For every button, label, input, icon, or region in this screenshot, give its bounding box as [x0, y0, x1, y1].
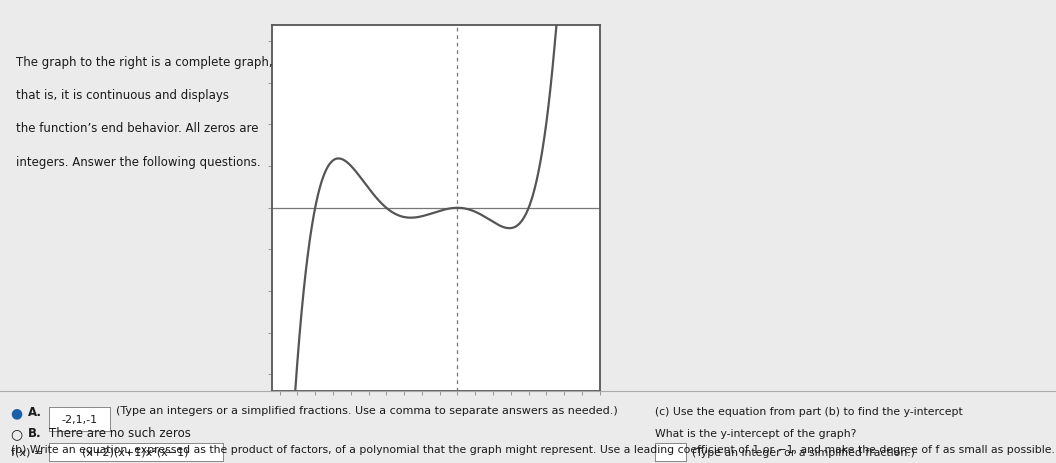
Text: (x+2)(x+1)x²(x−1): (x+2)(x+1)x²(x−1): [82, 447, 189, 457]
Text: f(x) =: f(x) =: [11, 447, 43, 457]
Text: (Type an integer or a simplified fraction.): (Type an integer or a simplified fractio…: [692, 447, 914, 457]
Text: There are no such zeros: There are no such zeros: [49, 426, 190, 439]
Text: that is, it is continuous and displays: that is, it is continuous and displays: [16, 89, 229, 102]
Text: (c) Use the equation from part (b) to find the y-intercept: (c) Use the equation from part (b) to fi…: [655, 407, 962, 417]
Text: the function’s end behavior. All zeros are: the function’s end behavior. All zeros a…: [16, 122, 259, 135]
Text: (b) Write an equation, expressed as the product of factors, of a polynomial that: (b) Write an equation, expressed as the …: [11, 444, 1055, 454]
Text: What is the y-intercept of the graph?: What is the y-intercept of the graph?: [655, 428, 856, 438]
Text: The graph to the right is a complete graph,: The graph to the right is a complete gra…: [16, 56, 272, 69]
Text: ○: ○: [11, 426, 22, 440]
Text: A.: A.: [27, 405, 41, 418]
Text: ●: ●: [11, 405, 22, 419]
Text: B.: B.: [27, 426, 41, 439]
Text: (Type an integers or a simplified fractions. Use a comma to separate answers as : (Type an integers or a simplified fracti…: [116, 405, 618, 415]
Text: integers. Answer the following questions.: integers. Answer the following questions…: [16, 156, 261, 169]
Text: -2,1,-1: -2,1,-1: [61, 414, 97, 425]
